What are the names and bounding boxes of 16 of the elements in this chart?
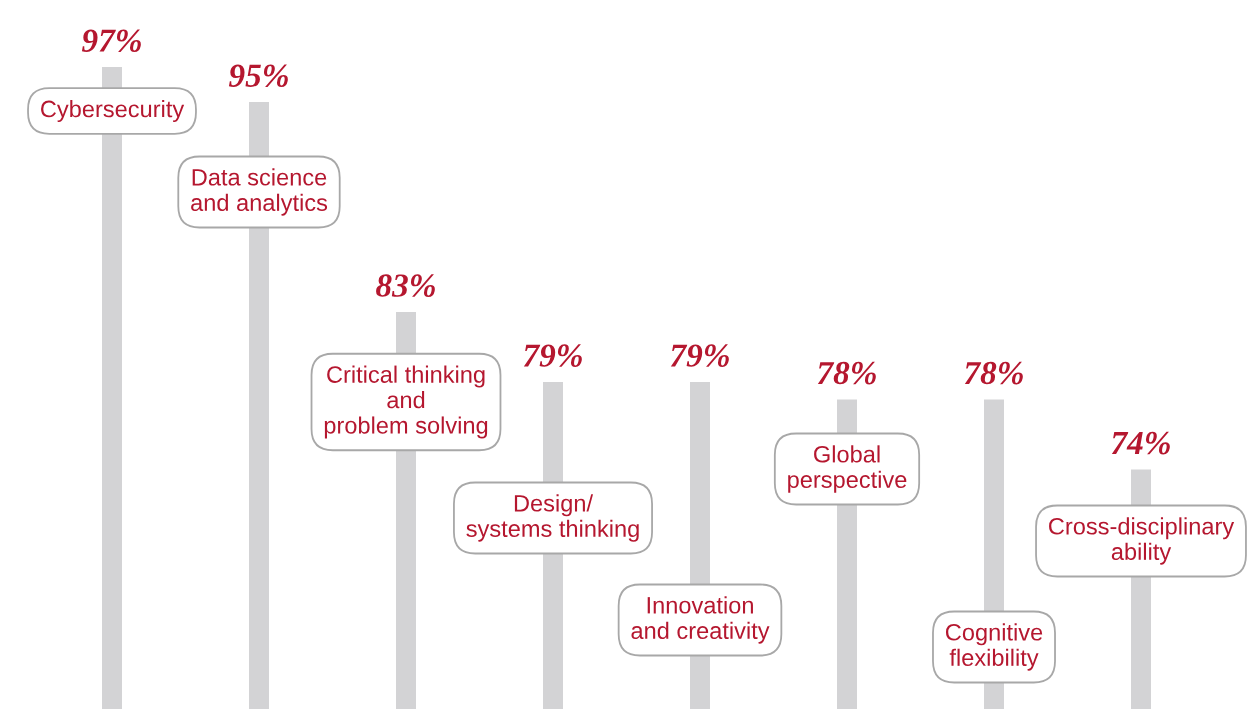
x-tick-label: Design/ systems thinking — [466, 494, 639, 542]
x-tick-label: Cybersecurity — [41, 100, 185, 122]
x-tick-label: Data science and analytics — [191, 168, 328, 216]
data-label: 79% — [523, 344, 582, 367]
data-label: 97% — [81, 29, 141, 53]
data-label: 78% — [817, 361, 876, 385]
data-label: 74% — [1111, 431, 1170, 455]
x-tick-label: Innovation and creativity — [631, 596, 770, 644]
data-label: 78% — [964, 361, 1023, 385]
data-label: 79% — [670, 344, 729, 367]
x-tick-label: Global perspective — [788, 445, 907, 493]
data-label: 95% — [228, 64, 288, 87]
x-tick-label: Critical thinking and problem solving — [324, 365, 488, 439]
data-label: 83% — [376, 274, 435, 297]
x-tick-label: Cross-disciplinary ability — [1049, 517, 1235, 565]
x-tick-label: Cognitive flexibility — [945, 623, 1043, 671]
